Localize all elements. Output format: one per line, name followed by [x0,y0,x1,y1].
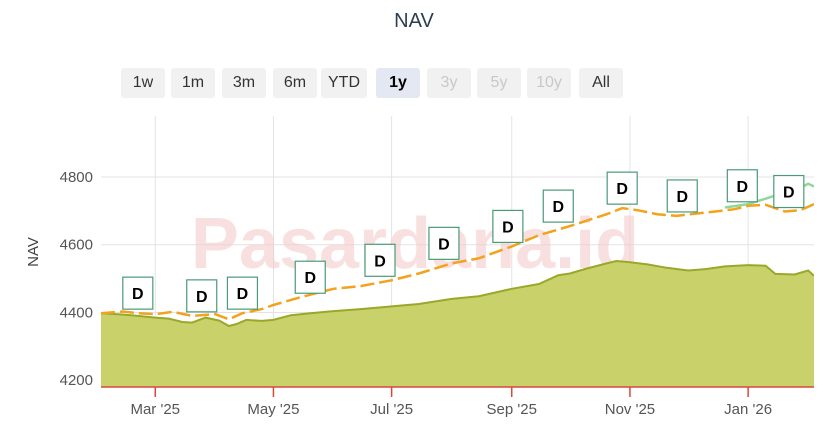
dividend-flag [364,243,396,277]
nav-area [101,261,814,387]
range-button-1m[interactable]: 1m [171,68,215,98]
y-tick-label: 4400 [60,304,93,321]
x-tick-label: Sep '25 [487,401,537,418]
dividend-flag-label: D [438,236,450,253]
range-button-3y: 3y [427,68,471,98]
y-axis-title: NAV [25,237,42,267]
dividend-flag-label: D [676,189,688,206]
range-button-5y: 5y [477,68,521,98]
dividend-flag [726,169,758,203]
y-tick-label: 4600 [60,237,93,254]
dividend-flag-label: D [616,181,628,198]
dividend-flag [666,179,698,213]
range-button-10y: 10y [527,68,571,98]
orange-series-line [101,202,814,321]
dividend-flag-label: D [304,270,316,287]
dividend-flag [542,189,574,223]
nav-area-line [101,259,814,328]
x-tick-label: Jan '26 [724,401,772,418]
dividend-flag [492,209,524,244]
y-tick-label: 4800 [60,169,93,186]
dividend-flag [122,276,154,310]
dividend-flag-label: D [132,286,144,303]
dividend-flag [186,279,218,313]
dividend-flag-label: D [237,286,249,303]
x-tick-label: Jul '25 [370,401,413,418]
range-button-all[interactable]: All [579,68,623,98]
dividend-flag-label: D [196,289,208,306]
range-button-1w[interactable]: 1w [121,68,165,98]
dividend-flag-label: D [374,253,386,270]
range-button-3m[interactable]: 3m [222,68,266,98]
dividend-flag [773,174,805,209]
x-tick-label: May '25 [247,401,299,418]
dividend-flag-label: D [783,185,795,202]
dividend-flag-label: D [737,179,749,196]
y-tick-label: 4200 [60,372,93,389]
x-tick-label: Mar '25 [130,401,180,418]
chart-title: NAV [394,10,434,32]
dividend-flag [294,260,326,294]
dividend-flag [226,276,259,310]
x-tick-label: Nov '25 [605,401,655,418]
range-button-6m[interactable]: 6m [273,68,317,98]
dividend-flag-label: D [552,199,564,216]
range-button-ytd[interactable]: YTD [321,68,367,98]
range-button-1y[interactable]: 1y [376,68,420,98]
dividend-flag [606,171,638,205]
dividend-flag-label: D [502,219,514,236]
dividend-flag [428,226,460,260]
